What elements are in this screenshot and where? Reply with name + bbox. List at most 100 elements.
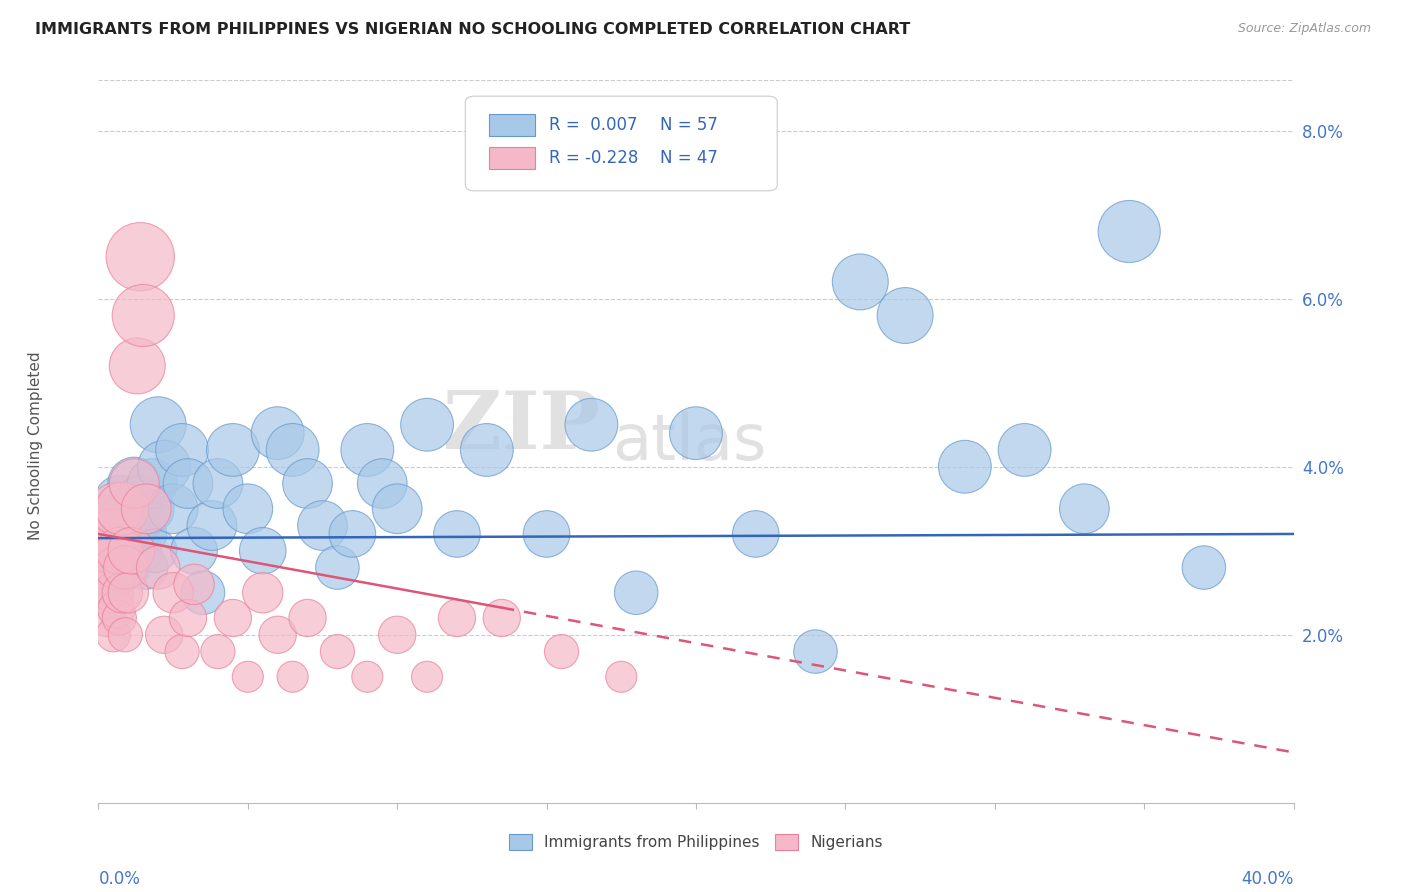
Text: 0.0%: 0.0% bbox=[98, 870, 141, 888]
Point bbox=[371, 476, 394, 491]
Point bbox=[311, 518, 333, 533]
Point bbox=[129, 250, 152, 264]
Point bbox=[1192, 560, 1215, 574]
Text: R =  0.007: R = 0.007 bbox=[548, 116, 637, 134]
Point bbox=[183, 543, 205, 558]
Point bbox=[685, 426, 707, 441]
Point bbox=[252, 586, 274, 600]
Point bbox=[143, 543, 166, 558]
Point bbox=[148, 560, 170, 574]
Point bbox=[108, 543, 131, 558]
Point bbox=[385, 501, 409, 516]
Point bbox=[96, 611, 118, 625]
Point bbox=[105, 560, 128, 574]
Text: No Schooling Completed: No Schooling Completed bbox=[28, 351, 42, 541]
Point bbox=[326, 560, 349, 574]
Point bbox=[135, 560, 157, 574]
Point bbox=[153, 459, 176, 474]
Point bbox=[446, 527, 468, 541]
Point bbox=[849, 275, 872, 289]
Point bbox=[103, 586, 125, 600]
FancyBboxPatch shape bbox=[465, 96, 778, 191]
Point bbox=[124, 535, 146, 549]
Point bbox=[1073, 501, 1095, 516]
Point bbox=[103, 527, 125, 541]
Point bbox=[148, 417, 170, 432]
Point bbox=[491, 611, 513, 625]
Point bbox=[550, 644, 572, 658]
Point bbox=[172, 644, 194, 658]
Point bbox=[416, 670, 439, 684]
Point bbox=[105, 602, 128, 616]
Point bbox=[111, 501, 134, 516]
Point bbox=[177, 611, 200, 625]
Point bbox=[98, 577, 122, 591]
Point bbox=[98, 577, 122, 591]
Point bbox=[536, 527, 558, 541]
Bar bbox=[489, 114, 534, 136]
Point bbox=[153, 628, 176, 642]
Point bbox=[385, 628, 409, 642]
Point bbox=[103, 628, 125, 642]
Point bbox=[297, 611, 319, 625]
Point bbox=[120, 501, 142, 516]
Point bbox=[356, 442, 378, 457]
Point bbox=[135, 501, 157, 516]
Point bbox=[114, 560, 136, 574]
Point bbox=[281, 442, 304, 457]
Point bbox=[326, 644, 349, 658]
Point bbox=[111, 543, 134, 558]
Point bbox=[138, 501, 160, 516]
Point bbox=[236, 670, 259, 684]
Point bbox=[222, 442, 245, 457]
Legend: Immigrants from Philippines, Nigerians: Immigrants from Philippines, Nigerians bbox=[503, 829, 889, 856]
Bar bbox=[489, 147, 534, 169]
Point bbox=[191, 586, 214, 600]
Point bbox=[610, 670, 633, 684]
Point bbox=[98, 543, 122, 558]
Point bbox=[183, 577, 205, 591]
Point bbox=[207, 644, 229, 658]
Point bbox=[124, 476, 146, 491]
Point bbox=[105, 535, 128, 549]
Point bbox=[141, 476, 163, 491]
Point bbox=[114, 628, 136, 642]
Point bbox=[117, 560, 139, 574]
Point bbox=[162, 586, 184, 600]
Point bbox=[1118, 225, 1140, 239]
Point bbox=[236, 501, 259, 516]
Point bbox=[93, 586, 115, 600]
Point bbox=[132, 527, 155, 541]
Point bbox=[103, 560, 125, 574]
Point bbox=[108, 611, 131, 625]
Point bbox=[626, 586, 648, 600]
Point bbox=[745, 527, 768, 541]
Text: Source: ZipAtlas.com: Source: ZipAtlas.com bbox=[1237, 22, 1371, 36]
Point bbox=[93, 543, 115, 558]
Point bbox=[114, 527, 136, 541]
Point bbox=[267, 628, 290, 642]
Point bbox=[581, 417, 603, 432]
Point bbox=[804, 644, 827, 658]
Point bbox=[297, 476, 319, 491]
Text: N = 57: N = 57 bbox=[661, 116, 718, 134]
Point bbox=[105, 501, 128, 516]
Point bbox=[201, 518, 224, 533]
Point bbox=[124, 476, 146, 491]
Point bbox=[342, 527, 364, 541]
Point bbox=[129, 493, 152, 508]
Text: 40.0%: 40.0% bbox=[1241, 870, 1294, 888]
Text: IMMIGRANTS FROM PHILIPPINES VS NIGERIAN NO SCHOOLING COMPLETED CORRELATION CHART: IMMIGRANTS FROM PHILIPPINES VS NIGERIAN … bbox=[35, 22, 911, 37]
Point bbox=[177, 476, 200, 491]
Point bbox=[93, 518, 115, 533]
Point bbox=[96, 560, 118, 574]
Point bbox=[356, 670, 378, 684]
Point bbox=[108, 493, 131, 508]
Text: ZIP: ZIP bbox=[443, 388, 600, 467]
Point bbox=[416, 417, 439, 432]
Point bbox=[127, 359, 149, 373]
Text: N = 47: N = 47 bbox=[661, 149, 718, 168]
Point bbox=[207, 476, 229, 491]
Point bbox=[129, 543, 152, 558]
Point bbox=[111, 586, 134, 600]
